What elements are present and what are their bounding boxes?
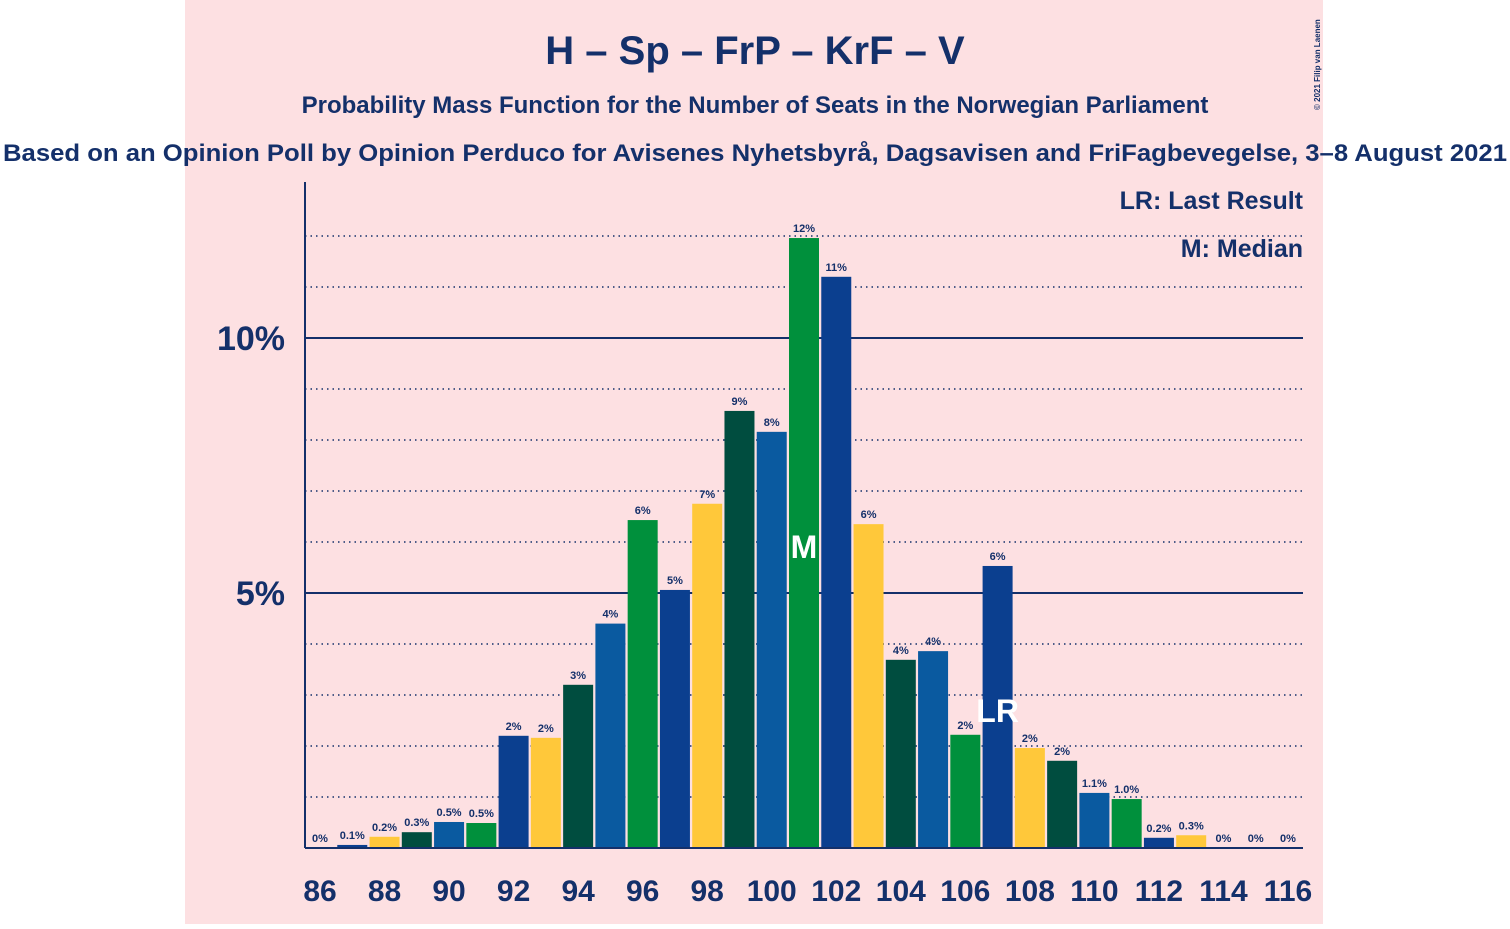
bar [1047,760,1078,848]
value-label: 5% [667,575,683,587]
value-label: 11% [826,262,848,274]
legend-entry: M: Median [1181,235,1303,263]
value-label: 2% [506,721,522,733]
bar [756,431,787,848]
y-tick-label: 10% [217,320,285,358]
value-label: 6% [990,551,1006,563]
x-tick-label: 106 [940,875,990,908]
value-label: 7% [699,489,715,501]
bar [369,836,400,848]
x-tick-label: 110 [1070,875,1118,908]
median-marker: M [791,529,818,565]
value-label: 8% [764,417,780,429]
value-label: 4% [925,636,941,648]
bar [692,503,723,848]
x-tick-label: 108 [1005,875,1055,908]
x-tick-label: 114 [1199,875,1248,908]
bar [337,844,368,848]
last-result-marker: LR [976,693,1019,729]
value-label: 0.3% [1179,820,1204,832]
legend-entry: LR: Last Result [1120,187,1304,215]
copyright: © 2021 Filip van Laenen [1313,19,1322,110]
value-label: 4% [893,645,909,657]
value-label: 4% [602,609,618,621]
x-tick-label: 86 [303,875,336,908]
value-label: 0% [312,833,328,845]
value-label: 2% [957,720,973,732]
value-label: 0% [1248,833,1264,845]
bar [659,589,690,848]
value-label: 0% [1216,833,1232,845]
bar [982,565,1013,848]
x-tick-label: 96 [626,875,659,908]
value-label: 0.5% [437,807,462,819]
bar [401,832,432,848]
value-label: 1.1% [1082,778,1107,790]
value-label: 0% [1280,833,1296,845]
chart-subtitle: Based on an Opinion Poll by Opinion Perd… [3,140,1507,167]
value-label: 0.5% [469,808,494,820]
x-tick-label: 92 [497,875,530,908]
value-label: 6% [861,509,877,521]
chart-subtitle: Probability Mass Function for the Number… [302,92,1209,119]
value-label: 3% [570,670,586,682]
bar [1176,835,1207,848]
value-label: 12% [793,223,815,235]
bar [1111,799,1142,848]
bar [950,734,981,848]
value-label: 0.2% [372,822,397,834]
x-tick-label: 94 [561,875,595,908]
value-label: 0.1% [340,830,365,842]
bar [885,659,916,848]
bar [1014,748,1045,848]
bar [724,410,755,848]
x-tick-label: 90 [432,875,465,908]
x-tick-label: 116 [1264,875,1312,908]
value-label: 0.2% [1146,823,1171,835]
x-tick-label: 112 [1135,875,1183,908]
bar [1079,792,1110,848]
value-label: 0.3% [404,817,429,829]
value-label: 6% [635,505,651,517]
bar [918,651,949,848]
x-tick-label: 104 [876,875,926,908]
bar [530,737,561,848]
x-tick-label: 100 [747,875,797,908]
bar [466,823,497,848]
value-label: 2% [538,723,554,735]
bar [789,238,819,849]
x-tick-label: 102 [811,875,861,908]
x-tick-label: 88 [368,875,401,908]
bar [498,735,529,848]
bar [434,821,465,848]
bar [595,623,626,848]
bar [627,520,658,848]
y-tick-label: 5% [236,575,285,613]
value-label: 1.0% [1114,784,1139,796]
x-tick-label: 98 [691,875,724,908]
bar [821,276,852,848]
bar [853,524,884,848]
bar [1143,837,1174,848]
value-label: 9% [732,396,748,408]
chart-title: H – Sp – FrP – KrF – V [545,29,965,73]
bar [563,684,594,848]
value-label: 2% [1022,733,1038,745]
value-label: 2% [1054,746,1070,758]
